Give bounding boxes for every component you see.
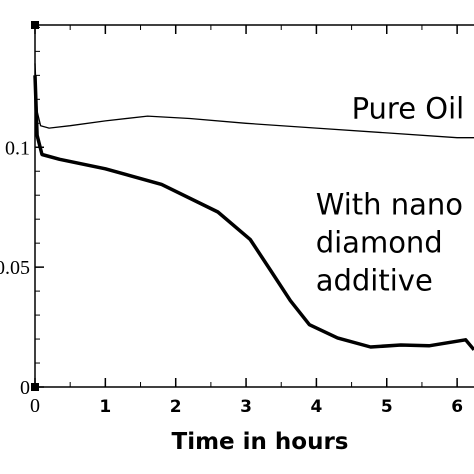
x-tick-label: 6: [451, 397, 463, 417]
annotation: additive: [316, 263, 433, 297]
x-tick-label: 0: [30, 395, 40, 417]
x-tick-label: 5: [381, 397, 393, 417]
annotation: diamond: [316, 225, 443, 259]
y-tick-label: 0: [20, 377, 30, 399]
series-line: [33, 75, 474, 351]
annotation: Pure Oil: [352, 91, 465, 125]
x-tick-label: 2: [170, 397, 182, 417]
x-axis-label: Time in hours: [172, 429, 349, 455]
series-line: [34, 63, 474, 139]
x-tick-label: 3: [240, 397, 252, 417]
x-tick-label: 1: [99, 397, 111, 417]
annotation: With nano: [316, 187, 463, 221]
y-tick-label: 0.05: [0, 257, 30, 279]
x-tick-label: 4: [310, 397, 322, 417]
y-tick-label: 0.1: [5, 137, 30, 159]
